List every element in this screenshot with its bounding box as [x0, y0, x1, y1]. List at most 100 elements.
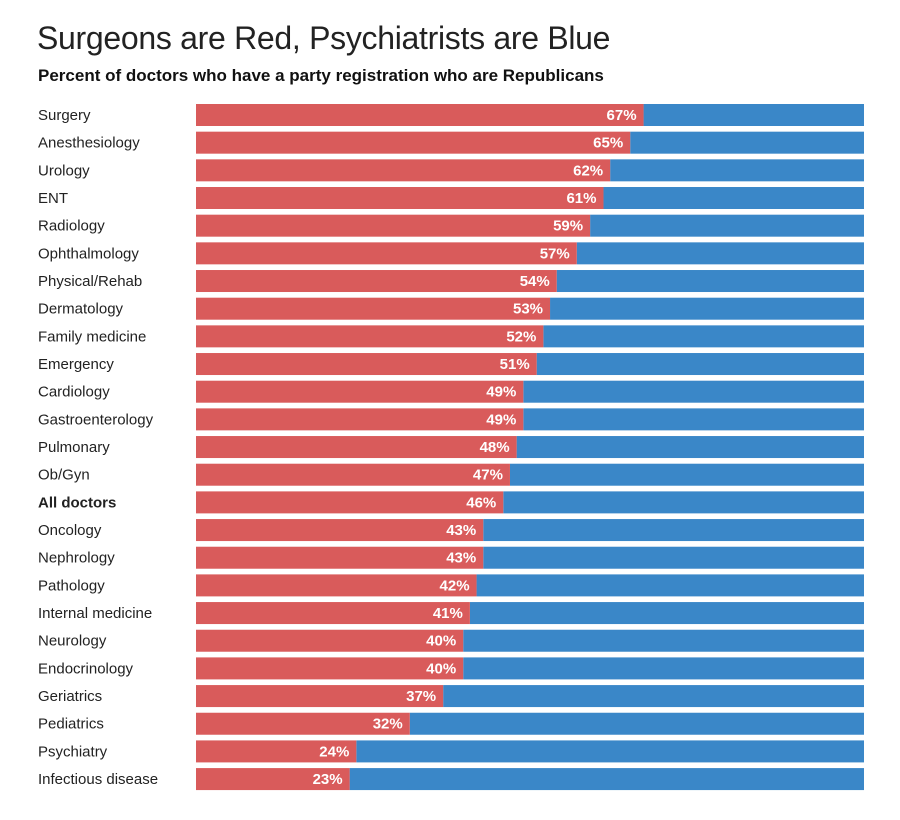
bar-remainder — [556, 270, 864, 293]
value-label: 40% — [426, 660, 456, 677]
category-label: Pulmonary — [38, 439, 110, 456]
bar-remainder — [523, 408, 864, 431]
bar-republican — [196, 187, 604, 210]
value-label: 43% — [446, 522, 476, 539]
category-label: Emergency — [38, 356, 114, 373]
category-label: Ophthalmology — [38, 245, 139, 262]
bar-remainder — [463, 629, 864, 652]
category-label: Pathology — [38, 577, 105, 594]
value-label: 37% — [406, 688, 436, 705]
bar-remainder — [630, 131, 864, 154]
bar-republican — [196, 574, 477, 597]
bar-remainder — [503, 491, 864, 514]
bar-remainder — [483, 546, 864, 569]
value-label: 23% — [313, 771, 343, 788]
bar-remainder — [409, 712, 864, 735]
bar-remainder — [603, 187, 864, 210]
category-label: Physical/Rehab — [38, 273, 142, 290]
bar-republican — [196, 436, 517, 459]
bar-remainder — [543, 325, 864, 348]
bar-remainder — [523, 380, 864, 403]
bar-remainder — [550, 297, 864, 320]
value-label: 32% — [373, 716, 403, 733]
category-label: Surgery — [38, 107, 91, 124]
bar-remainder — [576, 242, 864, 265]
value-label: 49% — [486, 411, 516, 428]
bar-republican — [196, 712, 410, 735]
category-label: Dermatology — [38, 301, 124, 318]
category-label: Neurology — [38, 633, 107, 650]
value-label: 47% — [473, 467, 503, 484]
category-label: Radiology — [38, 218, 105, 235]
bar-republican — [196, 740, 357, 763]
category-label: Psychiatry — [38, 743, 108, 760]
bar-remainder — [643, 104, 864, 126]
chart-subtitle: Percent of doctors who have a party regi… — [38, 66, 604, 85]
category-label: Internal medicine — [38, 605, 152, 622]
category-label: Gastroenterology — [38, 411, 154, 428]
bar-republican — [196, 519, 484, 542]
category-label: Family medicine — [38, 328, 146, 345]
bar-republican — [196, 325, 544, 348]
bar-republican — [196, 546, 484, 569]
bar-remainder — [516, 436, 864, 459]
bar-remainder — [610, 159, 864, 182]
category-label: Oncology — [38, 522, 102, 539]
category-label: Geriatrics — [38, 688, 102, 705]
category-label: Ob/Gyn — [38, 467, 90, 484]
bar-republican — [196, 104, 644, 126]
value-label: 41% — [433, 605, 463, 622]
bar-remainder — [536, 353, 864, 376]
bar-republican — [196, 131, 631, 154]
value-label: 49% — [486, 384, 516, 401]
value-label: 62% — [573, 162, 603, 179]
bar-republican — [196, 629, 464, 652]
value-label: 61% — [566, 190, 596, 207]
value-label: 43% — [446, 550, 476, 567]
bar-republican — [196, 491, 504, 514]
category-label: Infectious disease — [38, 771, 158, 788]
value-label: 52% — [506, 328, 536, 345]
value-label: 42% — [440, 577, 470, 594]
bar-republican — [196, 408, 524, 431]
bar-republican — [196, 380, 524, 403]
category-label: Anesthesiology — [38, 135, 140, 152]
value-label: 54% — [520, 273, 550, 290]
value-label: 46% — [466, 494, 496, 511]
value-label: 51% — [500, 356, 530, 373]
bar-remainder — [349, 768, 864, 791]
category-label: ENT — [38, 190, 68, 207]
bar-republican — [196, 297, 551, 320]
value-label: 40% — [426, 633, 456, 650]
bar-republican — [196, 602, 470, 625]
bar-remainder — [483, 519, 864, 542]
bar-remainder — [443, 685, 864, 708]
bar-republican — [196, 214, 591, 237]
bar-remainder — [463, 657, 864, 680]
chart-title: Surgeons are Red, Psychiatrists are Blue — [37, 20, 611, 56]
bar-remainder — [476, 574, 864, 597]
bar-republican — [196, 353, 537, 376]
bar-remainder — [469, 602, 864, 625]
bar-republican — [196, 685, 444, 708]
category-label: Urology — [38, 162, 90, 179]
bar-republican — [196, 657, 464, 680]
value-label: 48% — [480, 439, 510, 456]
value-label: 57% — [540, 245, 570, 262]
value-label: 67% — [607, 107, 637, 124]
bar-remainder — [509, 463, 864, 486]
bar-republican — [196, 270, 557, 293]
value-label: 53% — [513, 301, 543, 318]
value-label: 24% — [319, 743, 349, 760]
category-label: Endocrinology — [38, 660, 134, 677]
bar-republican — [196, 768, 350, 791]
category-label: Cardiology — [38, 384, 110, 401]
category-label: Pediatrics — [38, 716, 104, 733]
category-label: All doctors — [38, 494, 116, 511]
bar-republican — [196, 242, 577, 265]
bar-remainder — [356, 740, 864, 763]
value-label: 59% — [553, 218, 583, 235]
category-label: Nephrology — [38, 550, 115, 567]
bar-republican — [196, 463, 510, 486]
